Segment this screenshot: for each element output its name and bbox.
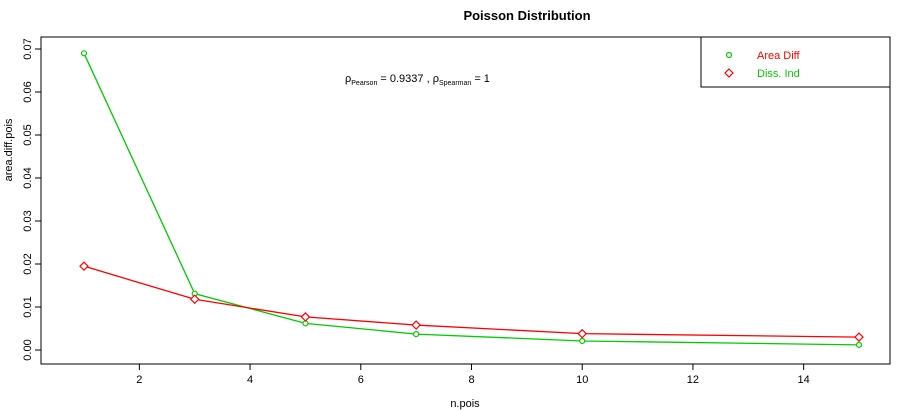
legend-label-diss-ind: Diss. Ind bbox=[757, 68, 800, 80]
y-tick-label: 0.06 bbox=[22, 81, 34, 102]
point-diss-ind bbox=[189, 294, 200, 305]
legend-marker-area-diff bbox=[725, 51, 733, 59]
y-tick-label: 0.01 bbox=[22, 296, 34, 317]
x-tick-label: 6 bbox=[358, 374, 364, 386]
x-axis: 2 4 6 8 10 12 14 bbox=[136, 363, 810, 386]
y-tick-label: 0.04 bbox=[22, 167, 34, 188]
point-diss-ind bbox=[411, 320, 421, 330]
point-diss-ind bbox=[300, 312, 311, 322]
correlation-annotation: ρPearson = 0.9337 , ρSpearman = 1 bbox=[345, 73, 490, 87]
y-axis-label: area.diff.pois bbox=[3, 118, 15, 181]
legend-marker-diss-ind bbox=[724, 68, 734, 78]
point-diss-ind bbox=[854, 332, 864, 342]
point-area-diff bbox=[80, 50, 88, 57]
chart-title: Poisson Distribution bbox=[463, 8, 590, 23]
rho-spearman-symbol: ρ bbox=[433, 73, 439, 85]
y-tick-label: 0.00 bbox=[22, 339, 34, 360]
series-layer bbox=[79, 50, 864, 348]
spearman-subscript: Spearman bbox=[439, 80, 471, 87]
y-tick-label: 0.05 bbox=[22, 124, 34, 145]
y-tick-label: 0.03 bbox=[22, 210, 34, 231]
point-area-diff bbox=[579, 337, 586, 345]
point-diss-ind bbox=[577, 328, 588, 339]
y-tick-label: 0.07 bbox=[22, 38, 34, 59]
legend-box bbox=[700, 36, 891, 88]
x-axis-label: n.pois bbox=[450, 398, 480, 410]
series-line-area-diff bbox=[83, 53, 860, 346]
spearman-value: = 1 bbox=[471, 73, 490, 85]
pearson-value: = 0.9337 , bbox=[377, 73, 432, 85]
legend: Area Diff Diss. Ind bbox=[700, 36, 891, 88]
x-tick-label: 10 bbox=[576, 374, 588, 386]
y-tick-label: 0.02 bbox=[22, 253, 34, 274]
y-axis: 0.00 0.01 0.02 0.03 0.04 0.05 0.06 0.07 bbox=[22, 38, 42, 361]
point-diss-ind bbox=[79, 261, 89, 271]
point-area-diff bbox=[413, 330, 420, 338]
legend-label-area-diff: Area Diff bbox=[757, 50, 801, 62]
pearson-subscript: Pearson bbox=[351, 80, 377, 87]
x-tick-label: 8 bbox=[468, 374, 474, 386]
x-tick-label: 12 bbox=[687, 374, 699, 386]
point-area-diff bbox=[855, 341, 863, 348]
rho-pearson-symbol: ρ bbox=[345, 73, 351, 85]
series-line-diss-ind bbox=[83, 265, 860, 338]
x-tick-label: 4 bbox=[247, 374, 253, 386]
x-tick-label: 14 bbox=[798, 374, 810, 386]
x-tick-label: 2 bbox=[136, 374, 142, 386]
